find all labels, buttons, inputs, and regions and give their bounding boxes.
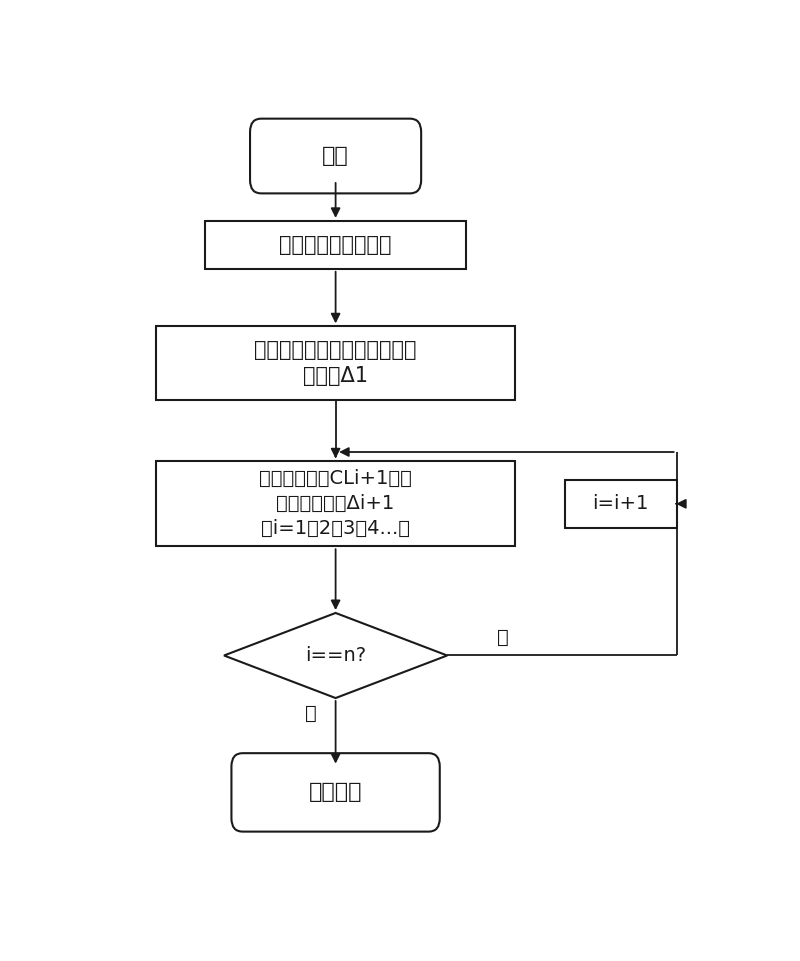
Text: i=i+1: i=i+1 — [593, 494, 649, 513]
FancyBboxPatch shape — [250, 118, 421, 193]
Bar — [565, 480, 677, 528]
Bar — [206, 221, 466, 269]
Text: 计算出刀位点CLi+1的平
动轴运动坐标Δi+1
（i=1，2，3，4...）: 计算出刀位点CLi+1的平 动轴运动坐标Δi+1 （i=1，2，3，4...） — [259, 469, 412, 538]
Polygon shape — [224, 613, 447, 698]
Bar — [156, 461, 515, 547]
Bar — [156, 326, 515, 400]
Text: 是: 是 — [305, 703, 317, 723]
Text: 建立机床运动学模型: 建立机床运动学模型 — [279, 234, 392, 255]
Text: 否: 否 — [497, 628, 509, 647]
Text: i==n?: i==n? — [305, 646, 366, 665]
Text: 输入初始刀位点对应的各轴运
动坐标Δ1: 输入初始刀位点对应的各轴运 动坐标Δ1 — [254, 340, 417, 386]
Text: 求解结束: 求解结束 — [309, 782, 362, 802]
FancyBboxPatch shape — [231, 753, 440, 831]
Text: 开始: 开始 — [322, 146, 349, 166]
